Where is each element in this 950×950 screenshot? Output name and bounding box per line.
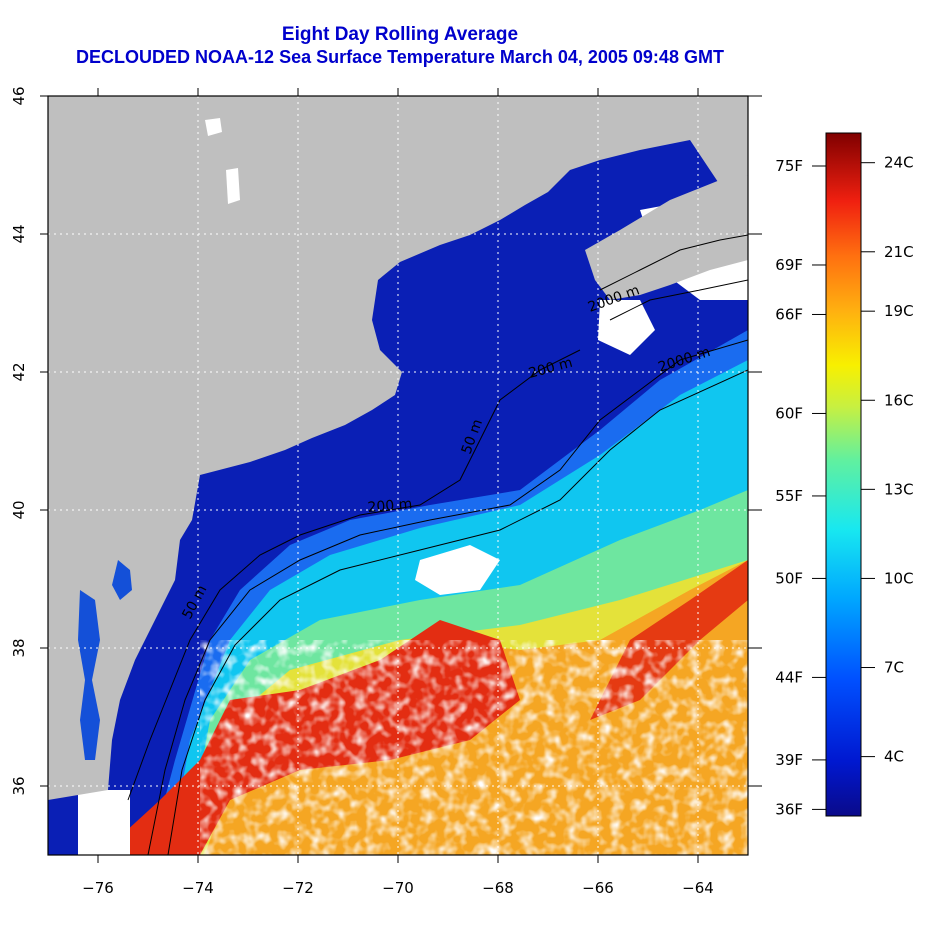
colorbar-label-fahrenheit: 44F xyxy=(775,668,803,686)
x-tick-label: −76 xyxy=(82,879,114,897)
x-tick-label: −64 xyxy=(682,879,714,897)
map-axes: −76 −74 −72 −70 −68 −66 −64 36 38 40 42 44 46 xyxy=(10,86,762,897)
map-grid xyxy=(48,96,748,855)
y-tick-label: 40 xyxy=(10,500,28,519)
y-tick-label: 44 xyxy=(10,224,28,243)
colorbar-label-fahrenheit: 36F xyxy=(775,800,803,818)
bathymetry-contours xyxy=(127,234,748,855)
contour-50m xyxy=(127,349,581,801)
colorbar-labels: 24C 21C 19C 16C 13C 10C 7C 4C 75F 69F 66F 60F 55F 50F… xyxy=(775,154,913,819)
no-data-patch xyxy=(78,790,130,855)
x-tick-label: −70 xyxy=(382,879,414,897)
colorbar-label-celsius: 16C xyxy=(884,391,914,409)
y-tick-label: 38 xyxy=(10,638,28,657)
colorbar-label-celsius: 10C xyxy=(884,569,914,587)
land-inland-water xyxy=(226,168,240,204)
colorbar-label-fahrenheit: 75F xyxy=(775,157,803,175)
y-tick-label: 42 xyxy=(10,362,28,381)
no-data-patch xyxy=(598,300,655,355)
y-tick-label: 36 xyxy=(10,776,28,795)
colorbar-label-celsius: 19C xyxy=(884,302,914,320)
colorbar-label-celsius: 24C xyxy=(884,154,914,172)
colorbar-label-celsius: 7C xyxy=(884,659,904,677)
land-mass xyxy=(48,96,748,800)
contour-2000m xyxy=(167,369,748,855)
colorbar-label-fahrenheit: 69F xyxy=(775,256,803,274)
x-tick-label: −74 xyxy=(182,879,214,897)
colorbar-label-fahrenheit: 39F xyxy=(775,751,803,769)
x-tick-label: −72 xyxy=(282,879,314,897)
y-tick-label: 46 xyxy=(10,86,28,105)
x-tick-label: −66 xyxy=(582,879,614,897)
x-tick-label: −68 xyxy=(482,879,514,897)
colorbar-label-fahrenheit: 50F xyxy=(775,569,803,587)
map-subtitle: DECLOUDED NOAA-12 Sea Surface Temperatur… xyxy=(76,47,724,67)
land-inland-water xyxy=(205,118,222,136)
land-delaware-bay xyxy=(112,560,132,600)
colorbar xyxy=(825,132,862,817)
no-data-mask xyxy=(200,640,748,855)
contour-nova-scotia xyxy=(609,279,748,321)
colorbar-label-celsius: 13C xyxy=(884,480,914,498)
contour-200m xyxy=(147,339,748,855)
contour-label: 200 m xyxy=(367,496,413,516)
map-title: Eight Day Rolling Average xyxy=(281,24,519,45)
no-data-patch xyxy=(415,545,500,595)
contour-nova-scotia xyxy=(599,234,748,291)
colorbar-label-celsius: 21C xyxy=(884,243,914,261)
colorbar-label-celsius: 4C xyxy=(884,748,904,766)
colorbar-label-fahrenheit: 60F xyxy=(775,404,803,422)
colorbar-label-fahrenheit: 66F xyxy=(775,305,803,323)
colorbar-label-fahrenheit: 55F xyxy=(775,487,803,505)
land-chesapeake xyxy=(78,590,100,760)
land-nova-scotia xyxy=(585,175,748,300)
